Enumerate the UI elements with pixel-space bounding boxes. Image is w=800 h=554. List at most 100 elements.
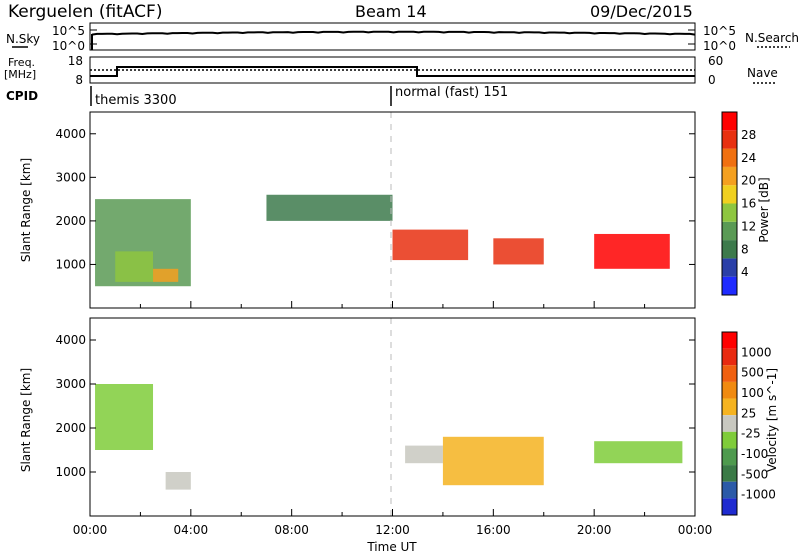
velocity-y-tick-label-0: 1000: [55, 465, 86, 479]
power-y-tick-label-1: 2000: [55, 214, 86, 228]
power-colorbar-tick-label-0: 4: [741, 265, 749, 279]
velocity-colorbar-tick-label-2: 100: [741, 386, 764, 400]
x-tick-label-3: 12:00: [375, 523, 410, 537]
power-region-2: [153, 268, 179, 282]
x-tick-label-4: 16:00: [476, 523, 511, 537]
velocity-colorbar-block-7: [722, 448, 737, 466]
velocity-y-tick-label-2: 3000: [55, 377, 86, 391]
freq-panel: [89, 56, 696, 84]
freq-left-tick-bottom: 8: [75, 73, 83, 87]
power-panel: 1000 2000 3000 4000: [55, 111, 696, 309]
x-tick-label-6: 00:00: [678, 523, 713, 537]
power-colorbar-block-7: [722, 148, 737, 167]
power-y-axis-label: Slant Range [km]: [19, 158, 33, 262]
velocity-colorbar-block-4: [722, 398, 737, 416]
x-axis-label: Time UT: [366, 540, 417, 554]
power-colorbar-block-3: [722, 221, 737, 241]
x-tick-label-2: 08:00: [274, 523, 309, 537]
velocity-colorbar-block-8: [722, 465, 737, 482]
power-colorbar-block-1: [722, 258, 737, 277]
noise-panel: [89, 22, 696, 51]
velocity-colorbar-tick-label-5: -100: [741, 447, 768, 461]
velocity-colorbar-block-0: [722, 332, 737, 349]
power-colorbar-frame: [721, 111, 738, 296]
power-y-tick-label-2: 3000: [55, 170, 86, 184]
nave-right-label: Nave: [747, 66, 778, 80]
freq-right-tick-top: 60: [708, 54, 723, 68]
velocity-colorbar-tick-label-1: 500: [741, 366, 764, 380]
velocity-colorbar-block-9: [722, 481, 737, 499]
power-colorbar-ticks: 4 8 12 16 20 24 28: [741, 128, 756, 279]
freq-right-tick-bottom: 0: [708, 73, 716, 87]
freq-left-label-1: Freq.: [8, 56, 35, 69]
x-tick-label-1: 04:00: [174, 523, 209, 537]
velocity-colorbar-block-10: [722, 498, 737, 515]
velocity-y-ticks: 1000 2000 3000 4000: [55, 333, 695, 479]
velocity-colorbar-block-5: [722, 415, 737, 432]
velocity-colorbar-tick-label-3: 25: [741, 406, 756, 420]
velocity-colorbar-tick-label-4: -25: [741, 427, 761, 441]
velocity-y-tick-label-3: 4000: [55, 333, 86, 347]
velocity-x-ticks: [89, 509, 696, 516]
cpid-mode-1: themis 3300: [95, 93, 177, 108]
noise-sky-line: [91, 30, 696, 36]
velocity-colorbar-ticks: 1000 500 100 25 -25 -100 -500 -1000: [741, 345, 776, 501]
velocity-colorbar-tick-label-7: -1000: [741, 488, 776, 502]
power-colorbar-tick-label-5: 24: [741, 151, 756, 165]
noise-right-label: N.Search: [745, 31, 799, 45]
x-tick-label-5: 20:00: [577, 523, 612, 537]
power-colorbar-block-0: [722, 276, 737, 295]
velocity-colorbar-block-2: [722, 365, 737, 382]
freq-left-tick-top: 18: [68, 54, 83, 68]
velocity-colorbar-tick-label-6: -500: [741, 467, 768, 481]
velocity-colorbar: 1000 500 100 25 -25 -100 -500 -1000: [721, 331, 776, 516]
velocity-colorbar-block-3: [722, 381, 737, 399]
power-region-5: [493, 238, 544, 265]
noise-panel-frame: [89, 22, 696, 51]
power-data-regions: [95, 194, 670, 287]
power-colorbar-tick-label-3: 16: [741, 197, 756, 211]
cpid-mode-2: normal (fast) 151: [395, 85, 508, 100]
cpid-label: CPID: [6, 89, 38, 103]
velocity-colorbar-tick-label-0: 1000: [741, 345, 772, 359]
velocity-colorbar-block-1: [722, 348, 737, 366]
x-tick-label-0: 00:00: [73, 523, 108, 537]
power-x-ticks: [89, 301, 696, 308]
noise-left-tick-top: 10^5: [52, 24, 85, 38]
velocity-colorbar-frame: [721, 331, 738, 516]
power-colorbar-block-4: [722, 203, 737, 222]
power-y-tick-label-0: 1000: [55, 257, 86, 271]
date-title: 09/Dec/2015: [590, 2, 693, 21]
noise-right-tick-bottom: 10^0: [703, 39, 736, 53]
power-y-ticks: 1000 2000 3000 4000: [55, 127, 695, 271]
power-colorbar-tick-label-6: 28: [741, 128, 756, 142]
velocity-region-3: [442, 436, 544, 486]
velocity-data-regions: [95, 384, 683, 490]
power-region-3: [266, 194, 393, 221]
velocity-region-4: [594, 441, 683, 464]
noise-left-tick-bottom: 10^0: [52, 39, 85, 53]
power-colorbar-tick-label-4: 20: [741, 174, 756, 188]
station-title: Kerguelen (fitACF): [8, 2, 162, 22]
freq-left-label-2: [MHz]: [4, 68, 36, 81]
power-colorbar-block-5: [722, 185, 737, 204]
power-colorbar-block-6: [722, 166, 737, 186]
beam-title: Beam 14: [355, 2, 427, 21]
velocity-region-2: [405, 445, 443, 464]
freq-panel-frame: [89, 56, 696, 84]
power-region-1: [115, 251, 154, 282]
velocity-region-1: [165, 472, 191, 490]
noise-left-label: N.Sky: [6, 32, 40, 46]
power-colorbar-tick-label-2: 12: [741, 219, 756, 233]
velocity-colorbar-block-6: [722, 431, 737, 449]
power-colorbar-label: Power [dB]: [757, 177, 771, 242]
power-colorbar-block-2: [722, 240, 737, 259]
velocity-colorbar-label: Velocity [m s^-1]: [765, 368, 779, 472]
velocity-region-0: [95, 384, 154, 450]
power-y-tick-label-3: 4000: [55, 127, 86, 141]
velocity-y-tick-label-1: 2000: [55, 421, 86, 435]
freq-line: [90, 66, 695, 77]
power-colorbar-block-8: [722, 130, 737, 149]
velocity-y-axis-label: Slant Range [km]: [19, 368, 33, 472]
